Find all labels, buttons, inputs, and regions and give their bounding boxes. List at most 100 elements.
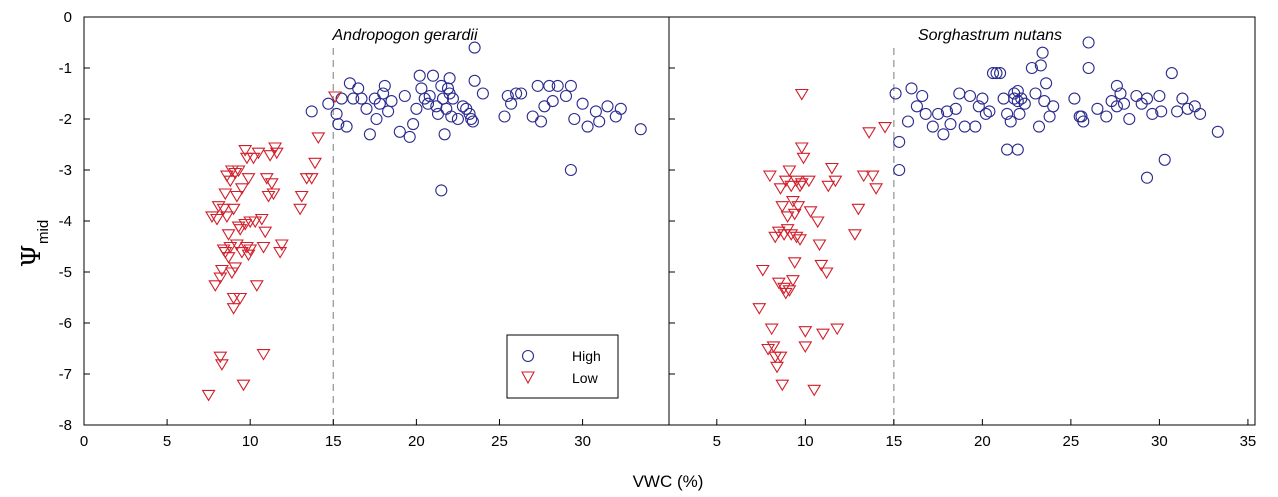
data-point-low <box>793 234 807 246</box>
data-point-low <box>210 213 224 226</box>
data-point-high <box>997 92 1010 105</box>
data-point-low <box>256 349 271 361</box>
data-point-high <box>1130 89 1143 103</box>
data-point-high <box>305 105 318 118</box>
data-point-high <box>1032 120 1046 133</box>
data-point-high <box>410 102 423 115</box>
y-axis-label-symbol: Ψ <box>17 245 47 268</box>
data-point-high <box>1194 107 1207 120</box>
data-point-high <box>976 92 989 105</box>
data-point-low <box>246 152 261 165</box>
data-point-low <box>869 183 884 195</box>
data-point-high <box>438 128 451 141</box>
data-point-low <box>824 162 839 175</box>
data-point-low <box>862 127 877 139</box>
data-point-high <box>370 112 383 126</box>
data-point-low <box>201 389 216 402</box>
data-point-high <box>363 128 376 141</box>
data-point-high <box>1047 100 1060 113</box>
data-point-low <box>787 257 802 269</box>
data-point-low <box>789 231 804 244</box>
data-point-low <box>216 203 231 216</box>
data-point-low <box>796 152 811 165</box>
data-point-high <box>932 107 945 120</box>
data-point-high <box>322 97 335 110</box>
data-point-low <box>828 175 843 188</box>
data-point-high <box>958 120 971 133</box>
data-point-high <box>944 118 957 131</box>
panel-title: Andropogon gerardii <box>332 27 478 44</box>
data-point-high <box>926 120 939 133</box>
data-point-low <box>821 180 836 193</box>
data-point-low <box>766 341 781 353</box>
data-point-low <box>221 252 236 264</box>
data-point-high <box>1004 115 1017 128</box>
data-point-high <box>551 79 564 92</box>
x-tick-label: 5 <box>713 433 721 450</box>
data-point-low <box>208 280 223 292</box>
data-point-low <box>770 361 784 374</box>
data-point-low <box>304 173 319 185</box>
data-point-low <box>241 249 256 262</box>
data-point-low <box>243 244 258 257</box>
data-point-low <box>228 167 243 180</box>
data-point-high <box>515 87 528 100</box>
data-point-high <box>1211 125 1224 138</box>
data-point-high <box>435 184 448 197</box>
data-point-high <box>1176 92 1189 105</box>
data-point-high <box>1091 102 1104 115</box>
data-point-low <box>251 147 266 160</box>
data-point-high <box>443 72 456 85</box>
data-point-high <box>564 163 577 177</box>
x-tick-label: 0 <box>80 433 88 450</box>
data-point-high <box>593 115 606 128</box>
data-point-high <box>994 67 1007 80</box>
data-point-low <box>308 157 322 170</box>
legend-label-high: High <box>572 348 601 364</box>
panel-sorghastrum-nutans: Sorghastrum nutans 5 10 15 20 25 30 35 <box>668 16 1256 450</box>
data-point-high <box>421 97 435 110</box>
data-point-high <box>905 82 918 95</box>
data-point-high <box>1082 61 1095 75</box>
data-point-low <box>782 165 797 178</box>
x-tick-label: 25 <box>491 433 508 450</box>
y-tick-label: -3 <box>59 162 72 179</box>
data-point-high <box>963 89 977 103</box>
data-point-high <box>347 92 360 105</box>
y-tick-label: -5 <box>59 264 72 281</box>
data-point-low <box>847 229 862 241</box>
legend-label-low: Low <box>572 370 599 386</box>
data-point-high <box>1171 105 1184 118</box>
data-point-high <box>445 110 458 123</box>
data-point-high <box>1140 92 1154 105</box>
data-point-low <box>223 175 238 188</box>
data-point-low <box>812 239 827 252</box>
data-point-high <box>1011 95 1024 108</box>
data-point-high <box>1013 107 1026 120</box>
data-point-high <box>1117 97 1131 110</box>
data-point-high <box>534 115 548 128</box>
data-point-low <box>224 267 239 280</box>
data-point-high <box>990 67 1003 80</box>
data-point-high <box>1153 89 1166 103</box>
data-point-high <box>538 100 551 113</box>
data-point-low <box>218 188 233 201</box>
data-point-high <box>403 130 416 143</box>
data-point-low <box>819 267 834 280</box>
x-tick-label: 20 <box>974 433 991 450</box>
data-point-low <box>266 188 281 201</box>
data-point-low <box>211 201 226 213</box>
data-point-low <box>807 384 822 397</box>
data-point-high <box>456 100 469 113</box>
data-point-high <box>501 89 514 103</box>
data-point-low <box>816 328 830 341</box>
data-point-high <box>1040 77 1053 90</box>
data-point-high <box>1011 84 1024 98</box>
data-point-high <box>355 92 368 105</box>
y-axis-label-subscript: mid <box>35 220 52 244</box>
data-point-low <box>791 201 806 213</box>
data-point-high <box>1077 115 1090 128</box>
plot-frame <box>668 16 1256 426</box>
data-point-high <box>463 107 476 120</box>
x-tick-label: 10 <box>242 433 259 450</box>
